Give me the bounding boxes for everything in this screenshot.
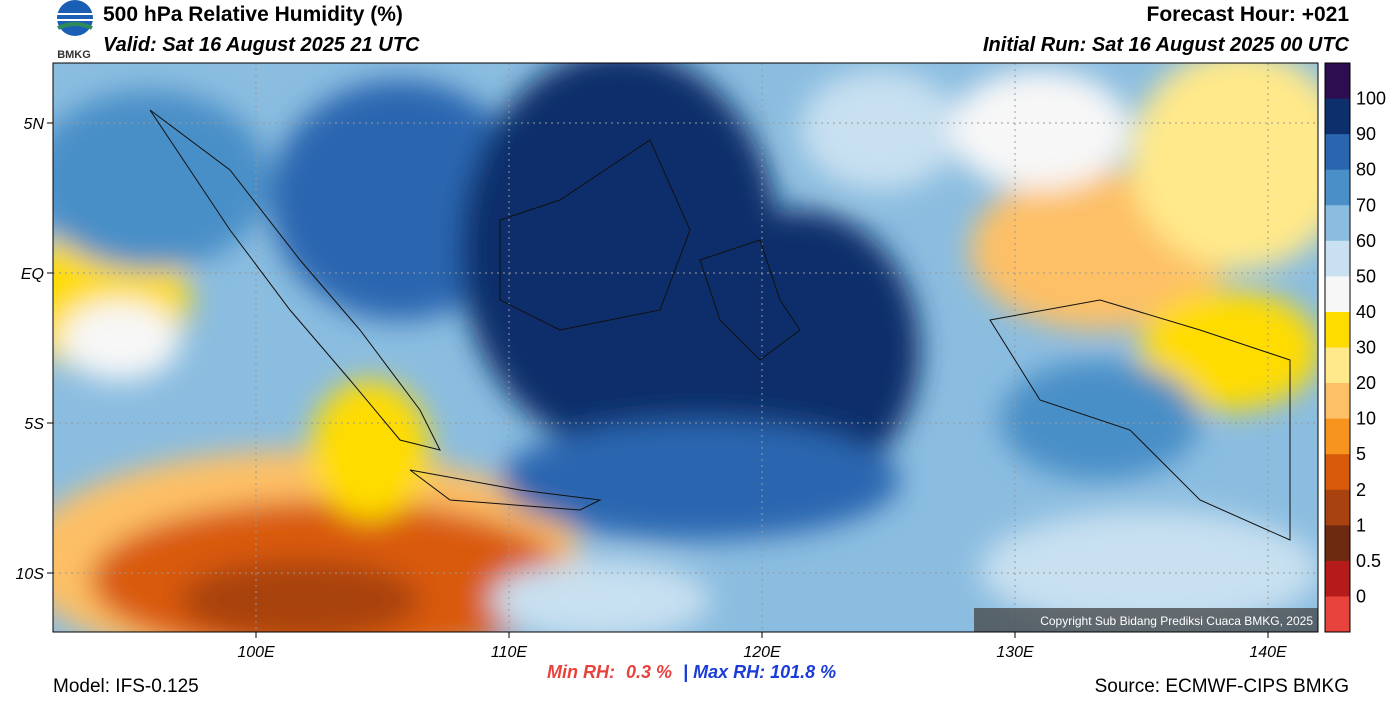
lat-label: 5N [24,116,45,133]
colorbar-label: 1 [1356,515,1366,535]
colorbar-label: 0 [1356,586,1366,606]
colorbar-segment [1325,63,1350,100]
colorbar-segment [1325,240,1350,277]
colorbar-segment [1325,134,1350,171]
colorbar-segment [1325,98,1350,135]
colorbar-label: 70 [1356,195,1376,215]
lon-label: 110E [491,644,528,661]
colorbar-segment [1325,489,1350,526]
max-value: 101.8 % [770,662,836,682]
logo: BMKG [57,0,93,61]
lon-label: 100E [237,644,275,661]
title: 500 hPa Relative Humidity (%) [103,3,403,26]
colorbar-segment [1325,418,1350,455]
colorbar-label: 5 [1356,444,1366,464]
colorbar-frame [1324,62,1351,633]
humidity-field: Copyright Sub Bidang Prediksi Cuaca BMKG… [53,63,1318,632]
colorbar-label: 100 [1356,89,1386,109]
max-label: Max RH: [693,662,765,682]
logo-text: BMKG [57,49,91,61]
colorbar-label: 2 [1356,480,1366,500]
colorbar-segment [1325,596,1350,633]
colorbar-segment [1325,311,1350,348]
lat-label: EQ [21,266,44,283]
lon-label: 140E [1249,644,1287,661]
colorbar-label: 60 [1356,231,1376,251]
colorbar-segment [1325,347,1350,384]
colorbar-segment [1325,205,1350,242]
axes: 5N EQ 5S 10S 100E 110E 120E 130E 140E [16,116,1287,661]
colorbar-segment [1325,169,1350,206]
colorbar-segment [1325,383,1350,420]
map-frame [52,62,1319,633]
colorbar-segment [1325,560,1350,597]
colorbar-segment [1325,276,1350,313]
graticule [53,63,1318,632]
lat-label: 5S [24,416,44,433]
rh-range: Min RH: 0.3 % | Max RH: 101.8 % [547,662,836,682]
colorbar-label: 40 [1356,302,1376,322]
min-label: Min RH: [547,662,615,682]
source: Source: ECMWF-CIPS BMKG [1095,676,1349,697]
lon-label: 120E [743,644,781,661]
colorbar-label: 0.5 [1356,551,1381,571]
model: Model: IFS-0.125 [53,676,199,697]
colorbar-label: 20 [1356,373,1376,393]
colorbar-label: 90 [1356,124,1376,144]
initial-run: Initial Run: Sat 16 August 2025 00 UTC [983,34,1350,56]
forecast-hour: Forecast Hour: +021 [1147,3,1350,26]
lat-label: 10S [16,566,45,583]
colorbar-label: 10 [1356,409,1376,429]
separator: | [683,662,688,682]
lon-label: 130E [996,644,1034,661]
coastlines [149,109,1291,541]
colorbar-label: 50 [1356,266,1376,286]
valid-time: Valid: Sat 16 August 2025 21 UTC [103,34,420,56]
min-value: 0.3 % [626,662,672,682]
colorbar: 100 90 80 70 60 50 40 30 20 10 5 2 1 0.5 0 [1324,62,1386,633]
colorbar-segment [1325,525,1350,562]
colorbar-label: 80 [1356,160,1376,180]
copyright: Copyright Sub Bidang Prediksi Cuaca BMKG… [1040,614,1313,628]
colorbar-segment [1325,454,1350,491]
colorbar-label: 30 [1356,338,1376,358]
